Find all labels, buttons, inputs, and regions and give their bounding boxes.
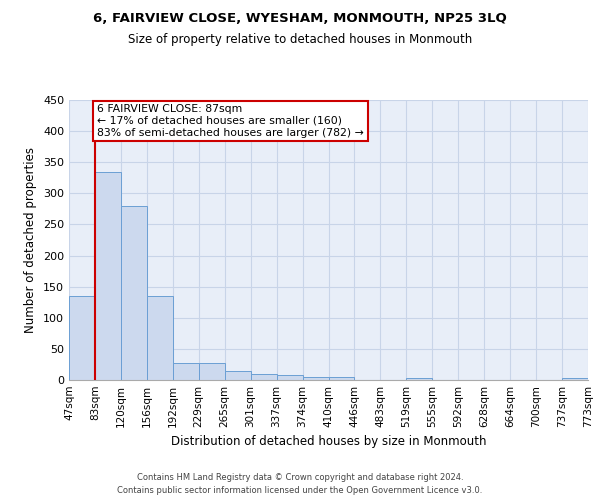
Bar [147, 296, 173, 380]
Text: Contains public sector information licensed under the Open Government Licence v3: Contains public sector information licen… [118, 486, 482, 495]
Bar [562, 378, 588, 380]
Text: 6 FAIRVIEW CLOSE: 87sqm
← 17% of detached houses are smaller (160)
83% of semi-d: 6 FAIRVIEW CLOSE: 87sqm ← 17% of detache… [97, 104, 364, 138]
Text: Contains HM Land Registry data © Crown copyright and database right 2024.: Contains HM Land Registry data © Crown c… [137, 472, 463, 482]
Text: Size of property relative to detached houses in Monmouth: Size of property relative to detached ho… [128, 32, 472, 46]
Bar [329, 377, 355, 380]
Text: 6, FAIRVIEW CLOSE, WYESHAM, MONMOUTH, NP25 3LQ: 6, FAIRVIEW CLOSE, WYESHAM, MONMOUTH, NP… [93, 12, 507, 26]
Bar [69, 296, 95, 380]
Bar [95, 172, 121, 380]
Bar [121, 206, 147, 380]
X-axis label: Distribution of detached houses by size in Monmouth: Distribution of detached houses by size … [171, 436, 486, 448]
Bar [173, 363, 199, 380]
Bar [277, 375, 302, 380]
Y-axis label: Number of detached properties: Number of detached properties [25, 147, 37, 333]
Bar [251, 374, 277, 380]
Bar [406, 378, 432, 380]
Bar [199, 363, 224, 380]
Bar [302, 377, 329, 380]
Bar [225, 370, 251, 380]
